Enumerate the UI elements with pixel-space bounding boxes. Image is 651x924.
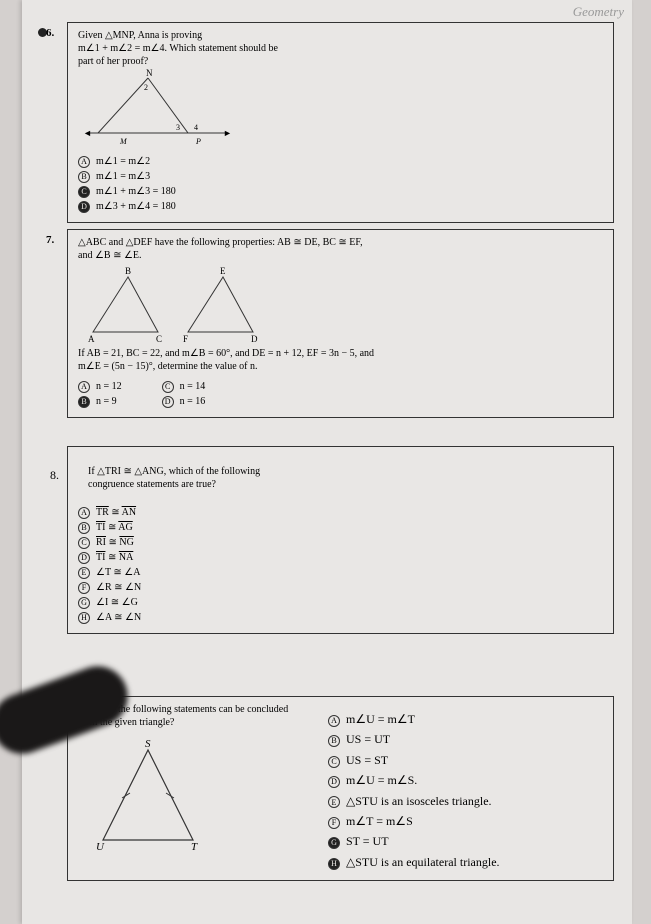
problem-6-number: 6. bbox=[46, 27, 54, 39]
text-line: △ABC and △DEF have the following propert… bbox=[78, 236, 603, 249]
problem-9: Which of the following statements can be… bbox=[67, 696, 614, 881]
svg-text:C: C bbox=[156, 334, 162, 344]
choice-text: m∠T = m∠S bbox=[346, 811, 413, 831]
text-line: m∠E = (5n − 15)°, determine the value of… bbox=[78, 360, 603, 373]
problem-6: 6. Given △MNP, Anna is proving m∠1 + m∠2… bbox=[67, 22, 614, 223]
text-line: and ∠B ≅ ∠E. bbox=[78, 249, 603, 262]
svg-text:E: E bbox=[220, 266, 226, 276]
choice-text: m∠1 = m∠3 bbox=[96, 169, 150, 184]
choice-c: C bbox=[78, 186, 90, 198]
choice-text: △STU is an equilateral triangle. bbox=[346, 852, 500, 872]
choice-text: n = 16 bbox=[180, 394, 206, 409]
choice-c: C bbox=[328, 756, 340, 768]
svg-text:D: D bbox=[251, 334, 258, 344]
svg-text:A: A bbox=[88, 334, 95, 344]
problem-8: If △TRI ≅ △ANG, which of the following c… bbox=[67, 446, 614, 634]
problem-9-left: Which of the following statements can be… bbox=[78, 703, 298, 872]
svg-text:◄: ◄ bbox=[83, 128, 92, 138]
choice-text: ST = UT bbox=[346, 831, 389, 851]
problem-8-text: If △TRI ≅ △ANG, which of the following c… bbox=[88, 465, 603, 491]
choice-e: E bbox=[78, 567, 90, 579]
svg-text:P: P bbox=[195, 137, 201, 146]
choice-a: A bbox=[328, 715, 340, 727]
choice-text: n = 9 bbox=[96, 394, 117, 409]
choice-g: G bbox=[328, 837, 340, 849]
triangles-abc-def-diagram: B E A C F D bbox=[78, 262, 278, 347]
choice-text: ∠T ≅ ∠A bbox=[96, 565, 140, 580]
choice-text: TR ≅ AN bbox=[96, 505, 136, 520]
svg-text:4: 4 bbox=[194, 123, 198, 132]
problem-8-choices: A TR ≅ AN B TI ≅ AG C RI ≅ NG D TI ≅ NA E ∠T … bbox=[78, 505, 603, 625]
text-line: Given △MNP, Anna is proving bbox=[78, 29, 603, 42]
choice-text: n = 12 bbox=[96, 379, 122, 394]
text-line: m∠1 + m∠2 = m∠4. Which statement should … bbox=[78, 42, 603, 55]
choice-text: m∠3 + m∠4 = 180 bbox=[96, 199, 176, 214]
choice-c: C bbox=[78, 537, 90, 549]
svg-text:F: F bbox=[183, 334, 188, 344]
problem-7-choices: An = 12 Bn = 9 Cn = 14 Dn = 16 bbox=[78, 373, 603, 409]
problem-7: 7. △ABC and △DEF have the following prop… bbox=[67, 229, 614, 418]
choice-c: C bbox=[162, 381, 174, 393]
worksheet-page: Geometry 6. Given △MNP, Anna is proving … bbox=[22, 0, 632, 924]
problem-7-condition: If AB = 21, BC = 22, and m∠B = 60°, and … bbox=[78, 347, 603, 373]
choice-text: ∠R ≅ ∠N bbox=[96, 580, 141, 595]
problem-8-number: 8. bbox=[50, 468, 59, 483]
choice-text: n = 14 bbox=[180, 379, 206, 394]
choice-h: H bbox=[328, 858, 340, 870]
choice-text: RI ≅ NG bbox=[96, 535, 134, 550]
choice-b: B bbox=[78, 522, 90, 534]
svg-text:B: B bbox=[125, 266, 131, 276]
problem-6-choices: Am∠1 = m∠2 Bm∠1 = m∠3 Cm∠1 + m∠3 = 180 D… bbox=[78, 154, 603, 214]
choice-b: B bbox=[78, 396, 90, 408]
triangle-stu-diagram: S U T bbox=[78, 735, 218, 855]
problem-6-text: Given △MNP, Anna is proving m∠1 + m∠2 = … bbox=[78, 29, 603, 68]
svg-text:►: ► bbox=[223, 128, 232, 138]
choice-f: F bbox=[78, 582, 90, 594]
choice-d: D bbox=[328, 776, 340, 788]
problem-9-choices: Am∠U = m∠T B US = UT C US = ST Dm∠U = m∠S.… bbox=[328, 709, 500, 872]
choice-a: A bbox=[78, 381, 90, 393]
choice-text: US = ST bbox=[346, 750, 388, 770]
choice-text: US = UT bbox=[346, 729, 390, 749]
problem-7-number: 7. bbox=[46, 234, 54, 246]
choice-b: B bbox=[328, 735, 340, 747]
page-header: Geometry bbox=[573, 4, 624, 20]
choice-a: A bbox=[78, 156, 90, 168]
text-line: congruence statements are true? bbox=[88, 478, 603, 491]
choice-text: m∠U = m∠T bbox=[346, 709, 415, 729]
problem-7-text: △ABC and △DEF have the following propert… bbox=[78, 236, 603, 262]
svg-text:N: N bbox=[146, 68, 153, 78]
svg-text:T: T bbox=[191, 841, 198, 853]
choice-text: ∠I ≅ ∠G bbox=[96, 595, 138, 610]
choice-f: F bbox=[328, 817, 340, 829]
choice-text: m∠1 = m∠2 bbox=[96, 154, 150, 169]
svg-text:2: 2 bbox=[144, 83, 148, 92]
choice-g: G bbox=[78, 597, 90, 609]
svg-text:U: U bbox=[96, 841, 105, 853]
choice-h: H bbox=[78, 612, 90, 624]
svg-text:3: 3 bbox=[176, 123, 180, 132]
choice-text: m∠U = m∠S. bbox=[346, 770, 417, 790]
text-line: If AB = 21, BC = 22, and m∠B = 60°, and … bbox=[78, 347, 603, 360]
choice-text: m∠1 + m∠3 = 180 bbox=[96, 184, 176, 199]
choice-a: A bbox=[78, 507, 90, 519]
choice-d: D bbox=[78, 552, 90, 564]
choice-text: TI ≅ AG bbox=[96, 520, 133, 535]
choice-d: D bbox=[78, 201, 90, 213]
choice-text: ∠A ≅ ∠N bbox=[96, 610, 141, 625]
choice-b: B bbox=[78, 171, 90, 183]
text-line: part of her proof? bbox=[78, 55, 603, 68]
triangle-mnp-diagram: ◄ ► N 2 3 4 M P bbox=[78, 68, 238, 148]
choice-e: E bbox=[328, 796, 340, 808]
svg-text:M: M bbox=[119, 137, 128, 146]
svg-text:S: S bbox=[145, 738, 151, 750]
choice-text: TI ≅ NA bbox=[96, 550, 133, 565]
choice-text: △STU is an isosceles triangle. bbox=[346, 791, 492, 811]
text-line: If △TRI ≅ △ANG, which of the following bbox=[88, 465, 603, 478]
choice-d: D bbox=[162, 396, 174, 408]
